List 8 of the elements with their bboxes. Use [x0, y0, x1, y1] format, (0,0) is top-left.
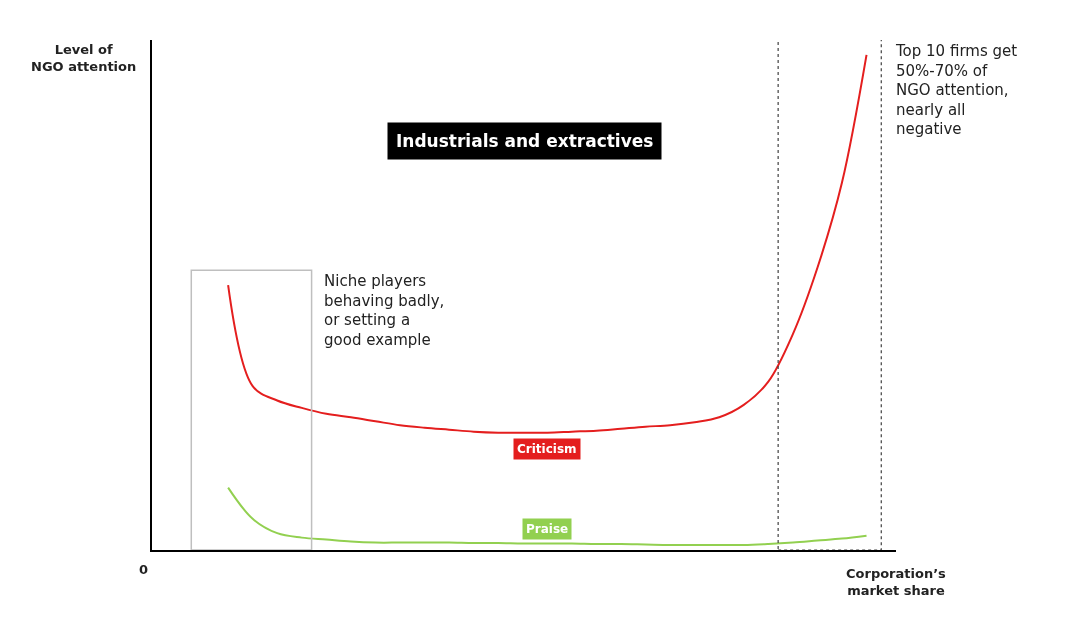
series-label: Criticism: [517, 442, 577, 456]
y-axis-title: Level of NGO attention: [31, 42, 137, 74]
annotation: Niche players behaving badly, or setting a good example: [324, 272, 445, 349]
text: 0: [139, 562, 149, 577]
text: Industrials and extractives: [396, 131, 654, 151]
annotation: Top 10 firms get 50%-70% of NGO attention, nearly all negative: [895, 42, 1018, 138]
series-label: Praise: [526, 522, 569, 536]
x-axis-title: Corporation’s market share: [846, 566, 947, 598]
